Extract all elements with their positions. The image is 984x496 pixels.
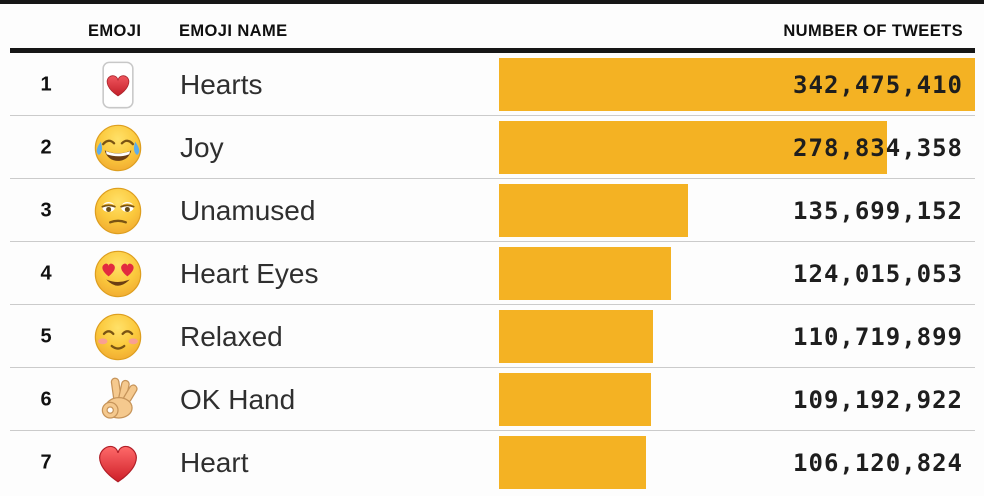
tweet-count-label: 135,699,152 (793, 196, 963, 225)
table-row: 5 Relaxed 110,719,899 (0, 305, 984, 368)
face-joy-icon (93, 123, 143, 173)
emoji-name-label: Heart Eyes (180, 257, 319, 289)
table-row: 4 Heart Eyes 124,015,053 (0, 242, 984, 305)
tweet-count-label: 109,192,922 (793, 385, 963, 414)
rank-label: 3 (40, 199, 52, 221)
red-heart-icon (93, 438, 143, 488)
rank-label: 6 (40, 388, 52, 410)
tweet-count-bar (499, 58, 975, 111)
emoji-name-label: Relaxed (180, 320, 283, 352)
face-heart-eyes-icon (93, 249, 143, 299)
face-relaxed-icon (93, 312, 143, 362)
table-row: 2 Joy 278,834,358 (0, 116, 984, 179)
emoji-name-label: Heart (180, 446, 249, 478)
ok-hand-icon (93, 375, 143, 425)
tweet-count-bar (499, 121, 887, 174)
tweet-count-label: 110,719,899 (793, 322, 963, 351)
tweet-count-label: 278,834,358 (793, 133, 963, 162)
row-divider (10, 367, 975, 368)
col-header-emoji-name: EMOJI NAME (179, 22, 288, 40)
tweet-count-label: 124,015,053 (793, 259, 963, 288)
tweet-count-bar (499, 436, 646, 489)
table-row: 3 Unamused 135,699,152 (0, 179, 984, 242)
row-divider (10, 304, 975, 305)
rank-label: 4 (40, 262, 52, 284)
emoji-name-label: Unamused (180, 194, 316, 226)
table-row: 7 Heart 106,120,824 (0, 431, 984, 494)
row-divider (10, 115, 975, 116)
rank-label: 2 (40, 136, 52, 158)
table-row: 6 OK Hand 109,192,922 (0, 368, 984, 431)
rank-label: 7 (40, 451, 52, 473)
rank-label: 5 (40, 325, 52, 347)
emoji-name-label: Joy (180, 131, 224, 163)
row-divider (10, 178, 975, 179)
rank-label: 1 (40, 73, 52, 95)
row-divider (10, 241, 975, 242)
table-row: 1 Hearts 342,475,410 (0, 53, 984, 116)
emoji-name-label: OK Hand (180, 383, 296, 415)
row-divider (10, 430, 975, 431)
col-header-number-of-tweets: NUMBER OF TWEETS (783, 22, 963, 40)
tweet-count-label: 106,120,824 (793, 448, 963, 477)
col-header-emoji: EMOJI (88, 22, 142, 40)
emoji-name-label: Hearts (180, 68, 263, 100)
table-body: 1 Hearts 342,475,410 2 Joy 278,834,358 3… (0, 53, 984, 494)
top-border-rule (0, 0, 984, 4)
tweet-count-bar (499, 184, 688, 237)
tweet-count-bar (499, 247, 671, 300)
table-header: EMOJI EMOJI NAME NUMBER OF TWEETS (0, 4, 984, 48)
tweet-count-label: 342,475,410 (793, 70, 963, 99)
face-unamused-icon (93, 186, 143, 236)
hearts-suit-icon (93, 60, 143, 110)
tweet-count-bar (499, 373, 651, 426)
header-divider-rule (10, 48, 975, 53)
tweet-count-bar (499, 310, 653, 363)
